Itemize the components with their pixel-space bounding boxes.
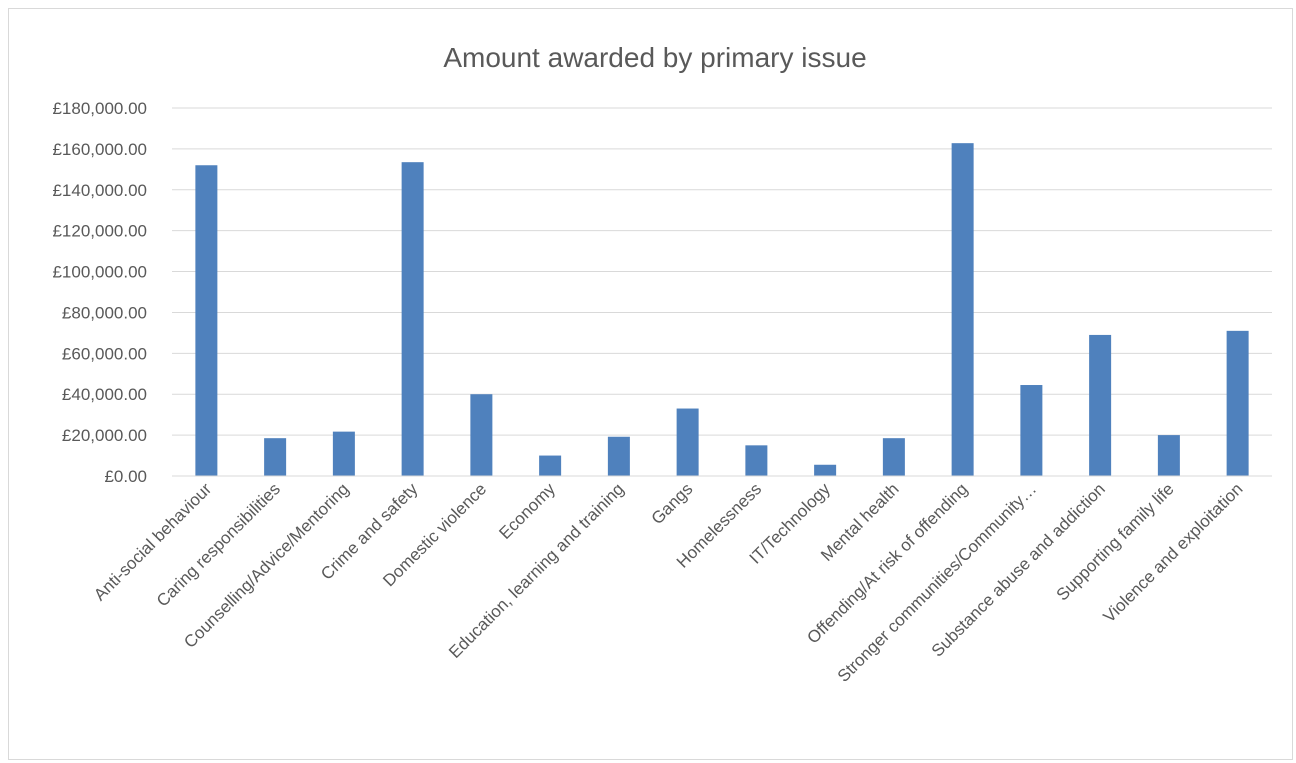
y-tick-label: £140,000.00	[52, 181, 147, 200]
gridlines	[172, 107, 1272, 436]
bar	[951, 143, 974, 477]
bar	[745, 445, 768, 476]
bar	[882, 438, 905, 476]
y-tick-label: £80,000.00	[62, 303, 147, 322]
chart-title: Amount awarded by primary issue	[443, 42, 866, 73]
bar	[607, 436, 630, 476]
bars	[195, 143, 1249, 477]
y-tick-label: £60,000.00	[62, 344, 147, 363]
x-tick-label: Violence and exploitation	[1100, 479, 1247, 626]
bar	[1020, 385, 1043, 476]
bar-chart: Amount awarded by primary issue £0.00 £20…	[52, 42, 1272, 686]
bar	[1157, 435, 1180, 476]
bar	[470, 394, 493, 476]
bar	[264, 438, 287, 476]
bar	[195, 165, 218, 476]
x-tick-label: Supporting family life	[1053, 479, 1178, 604]
y-tick-label: £180,000.00	[52, 99, 147, 118]
x-tick-label: Economy	[495, 479, 559, 543]
bar	[1089, 334, 1112, 476]
y-tick-label: £120,000.00	[52, 222, 147, 241]
y-tick-label: £20,000.00	[62, 426, 147, 445]
bar	[401, 162, 424, 476]
x-tick-label: Anti-social behaviour	[90, 479, 215, 604]
bar	[676, 408, 699, 476]
chart-frame: Amount awarded by primary issue £0.00 £20…	[8, 8, 1293, 760]
x-tick-label: Caring responsibilities	[153, 479, 284, 610]
y-tick-label: £160,000.00	[52, 140, 147, 159]
bar	[814, 464, 837, 476]
bar	[1226, 330, 1249, 476]
y-tick-label: £0.00	[104, 467, 147, 486]
y-axis: £0.00 £20,000.00 £40,000.00 £60,000.00 £80,0…	[52, 99, 147, 486]
y-tick-label: £40,000.00	[62, 385, 147, 404]
bar	[332, 431, 355, 476]
x-tick-label: Gangs	[648, 479, 697, 528]
y-tick-label: £100,000.00	[52, 263, 147, 282]
bar	[539, 455, 562, 476]
